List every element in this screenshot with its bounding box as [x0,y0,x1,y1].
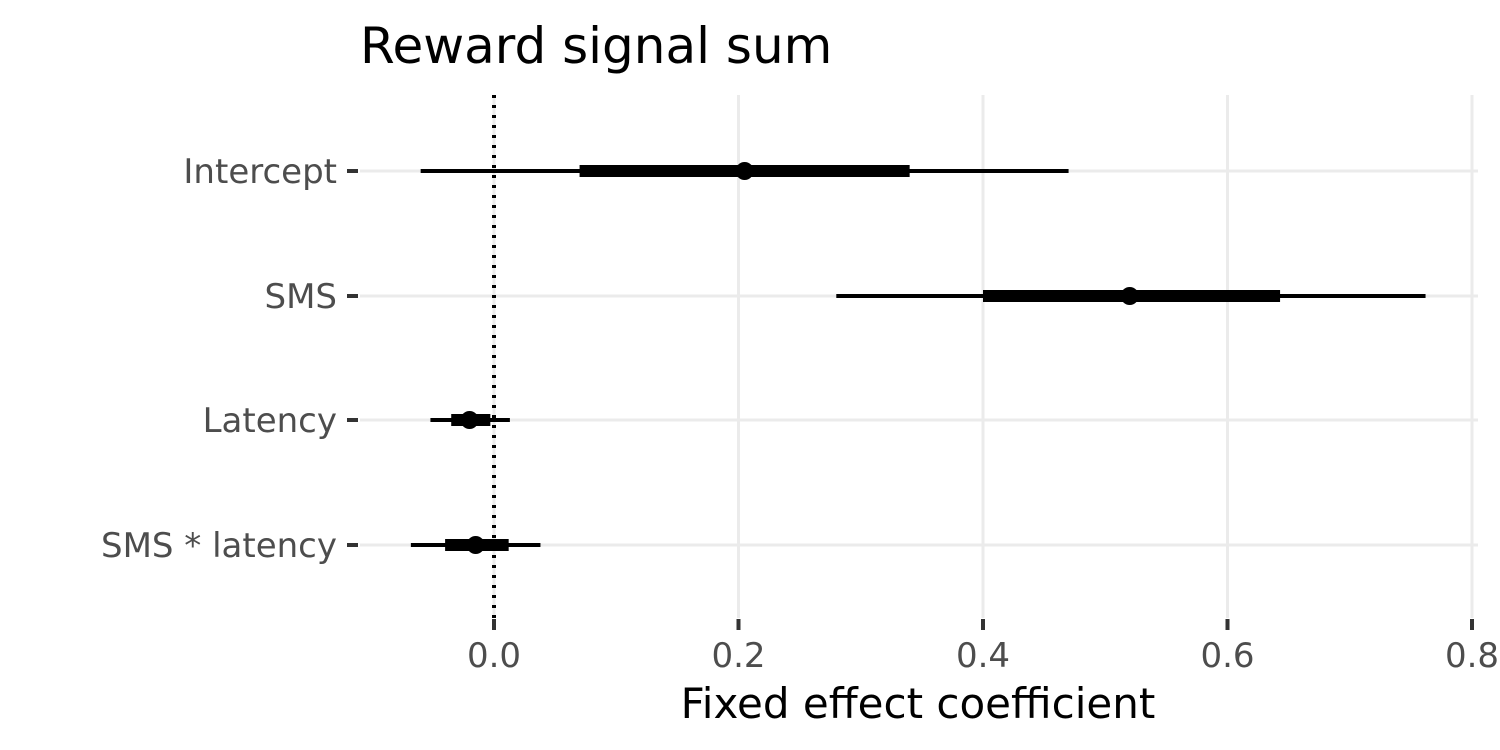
y-tick-label-2: Latency [203,401,337,441]
series-row-0 [420,162,1069,180]
x-tick-label-4: 0.8 [1445,636,1499,676]
y-tick-label-0: Intercept [183,152,337,192]
y-tick-label-3: SMS * latency [101,526,337,566]
x-axis-label: Fixed effect coefficient [681,679,1156,728]
series-row-2 [430,411,510,429]
x-tick-label-0: 0.0 [467,636,521,676]
y-tick-label-1: SMS [265,277,338,317]
x-tick-label-3: 0.6 [1200,636,1254,676]
point-estimate-0 [735,162,754,180]
point-estimate-1 [1120,287,1139,305]
interval-marks [410,162,1426,554]
point-estimate-2 [460,411,479,429]
series-row-3 [410,536,541,554]
x-tick-label-1: 0.2 [711,636,765,676]
grid-lines [360,95,1478,618]
y-axis-ticks: Intercept SMS Latency SMS * latency [101,152,358,566]
x-tick-label-2: 0.4 [956,636,1010,676]
series-row-1 [836,287,1426,305]
chart-title: Reward signal sum [360,17,832,75]
point-estimate-3 [466,536,485,554]
x-axis-ticks: 0.0 0.2 0.4 0.6 0.8 [467,619,1499,676]
